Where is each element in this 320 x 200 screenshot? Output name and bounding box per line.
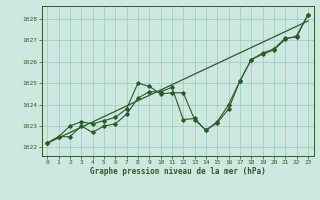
X-axis label: Graphe pression niveau de la mer (hPa): Graphe pression niveau de la mer (hPa) bbox=[90, 167, 266, 176]
